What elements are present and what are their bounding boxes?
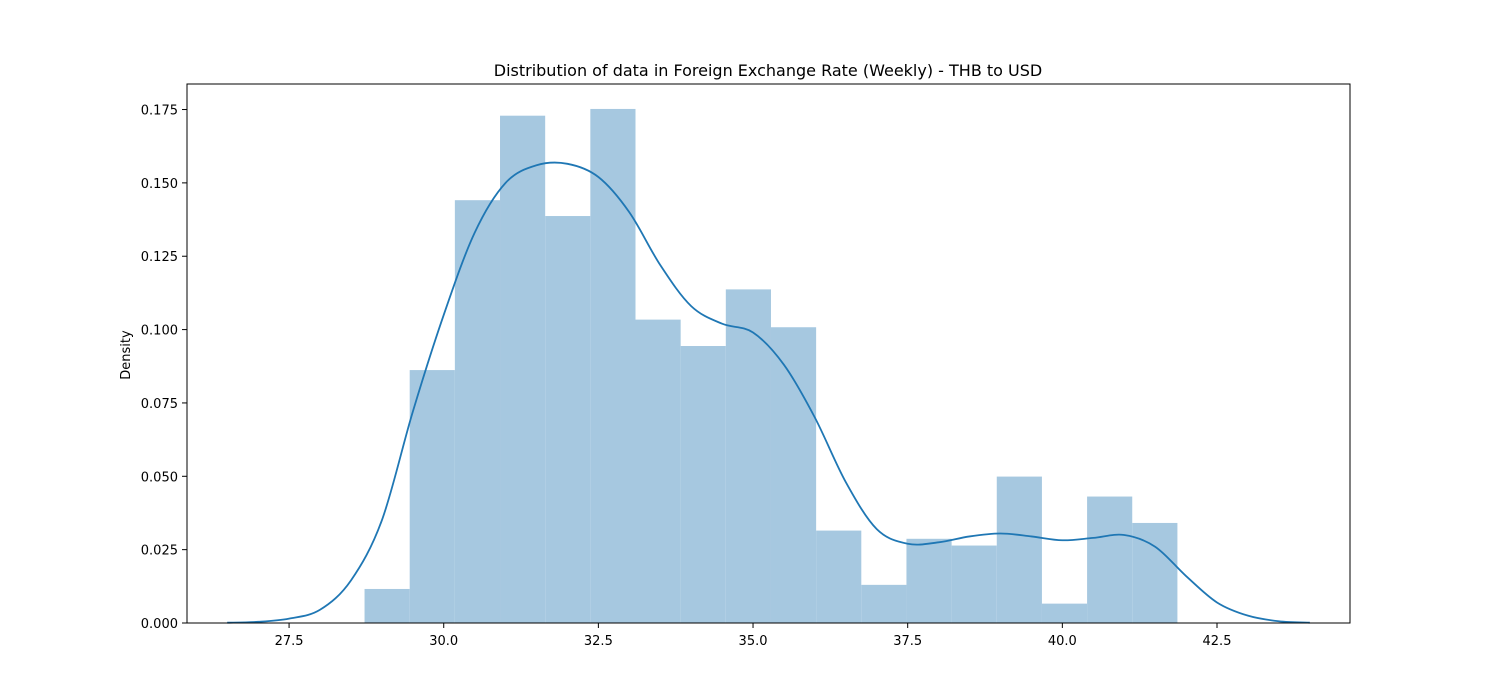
- histogram-bar: [725, 289, 771, 623]
- y-tick-label: 0.125: [141, 250, 178, 265]
- kde-line: [227, 161, 1310, 624]
- x-tick-label: 32.5: [584, 634, 613, 649]
- y-tick-label: 0.100: [141, 324, 178, 339]
- y-axis: 0.000 0.025 0.050 0.075 0.100 0.125 0.150 0.175: [141, 104, 187, 632]
- x-tick-label: 42.5: [1203, 634, 1232, 649]
- histogram-bar: [545, 216, 591, 623]
- histogram-bar: [454, 200, 501, 623]
- y-tick-label: 0.025: [141, 544, 178, 559]
- plot-frame: [186, 83, 1351, 624]
- x-tick-label: 35.0: [739, 634, 768, 649]
- histogram-bar: [906, 538, 952, 623]
- x-tick-label: 27.5: [275, 634, 304, 649]
- y-tick-label: 0.150: [141, 177, 178, 192]
- histogram-bar: [409, 370, 455, 623]
- histogram-bar: [770, 327, 817, 623]
- y-axis-label: Density: [119, 330, 134, 380]
- histogram-bar: [996, 476, 1042, 623]
- y-tick-label: 0.075: [141, 397, 178, 412]
- histogram-bar: [1041, 603, 1088, 623]
- histogram-bars: [364, 108, 1178, 623]
- x-tick-label: 30.0: [429, 634, 458, 649]
- histogram-bar: [680, 346, 726, 623]
- histogram-bar: [816, 530, 862, 623]
- x-tick-label: 40.0: [1048, 634, 1077, 649]
- y-tick-label: 0.000: [141, 617, 178, 632]
- histogram-bar: [364, 588, 410, 623]
- histogram-bar: [1087, 496, 1133, 623]
- chart-title: Distribution of data in Foreign Exchange…: [494, 61, 1042, 80]
- x-axis: 27.5 30.0 32.5 35.0 37.5 40.0 42.5: [275, 623, 1232, 649]
- histogram-bar: [635, 319, 681, 623]
- histogram-bar: [500, 115, 546, 623]
- x-tick-label: 37.5: [893, 634, 922, 649]
- y-tick-label: 0.175: [141, 104, 178, 119]
- histogram-bar: [951, 545, 997, 623]
- histogram-bar: [590, 108, 636, 623]
- histogram-bar: [861, 584, 907, 623]
- y-tick-label: 0.050: [141, 470, 178, 485]
